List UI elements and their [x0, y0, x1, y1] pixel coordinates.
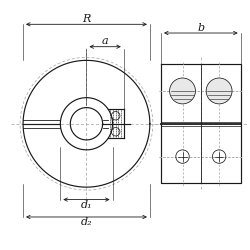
Text: d₂: d₂ — [81, 218, 92, 228]
Text: R: R — [82, 14, 91, 24]
Circle shape — [170, 78, 196, 104]
Circle shape — [206, 78, 232, 104]
Text: b: b — [197, 22, 204, 32]
Text: d₁: d₁ — [81, 200, 92, 210]
Text: a: a — [102, 36, 108, 46]
